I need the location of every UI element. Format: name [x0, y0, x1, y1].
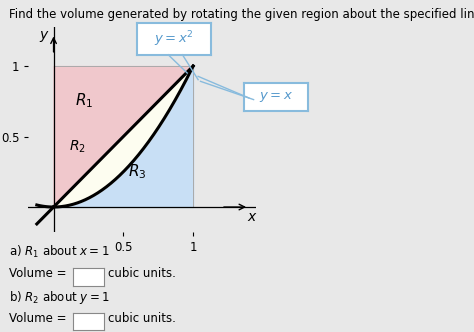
- Text: b) $R_2$ about $y = 1$: b) $R_2$ about $y = 1$: [9, 289, 110, 306]
- Text: $R_3$: $R_3$: [128, 162, 146, 181]
- Text: Volume =: Volume =: [9, 267, 71, 280]
- Text: $y = x^2$: $y = x^2$: [155, 29, 194, 49]
- Text: cubic units.: cubic units.: [108, 312, 176, 325]
- Text: $y = x$: $y = x$: [259, 90, 293, 104]
- Text: x: x: [247, 210, 256, 224]
- Text: y: y: [40, 28, 48, 42]
- Text: $R_2$: $R_2$: [69, 139, 86, 155]
- Text: $R_1$: $R_1$: [75, 92, 93, 110]
- Text: cubic units.: cubic units.: [108, 267, 176, 280]
- Text: a) $R_1$ about $x = 1$: a) $R_1$ about $x = 1$: [9, 244, 110, 260]
- Text: Volume =: Volume =: [9, 312, 71, 325]
- Text: Find the volume generated by rotating the given region about the specified line.: Find the volume generated by rotating th…: [9, 8, 474, 21]
